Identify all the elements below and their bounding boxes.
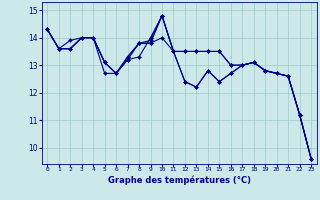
X-axis label: Graphe des températures (°C): Graphe des températures (°C) [108, 175, 251, 185]
